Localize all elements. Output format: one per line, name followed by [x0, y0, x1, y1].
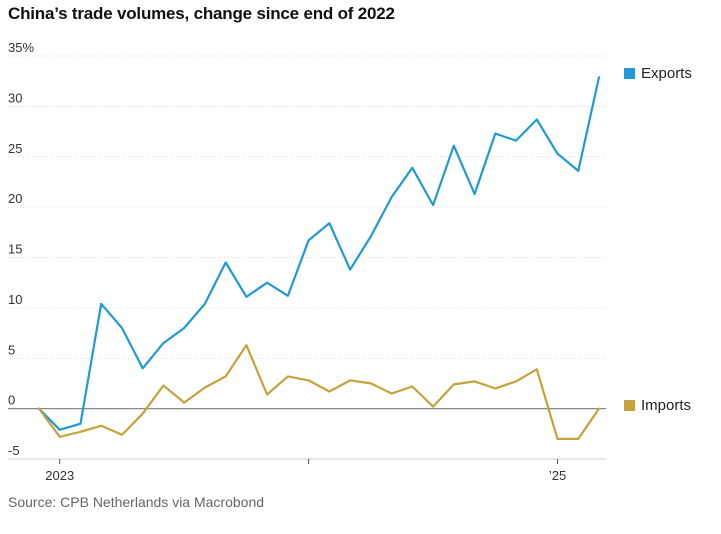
y-tick-label: 30 [8, 90, 22, 105]
legend-label-imports: Imports [641, 397, 691, 414]
y-tick-label: 5 [8, 342, 15, 357]
legend-label-exports: Exports [641, 65, 692, 82]
chart-title: China’s trade volumes, change since end … [8, 4, 395, 23]
x-tick-label: ’25 [549, 468, 566, 483]
y-tick-label: 10 [8, 292, 22, 307]
y-tick-label: 25 [8, 141, 22, 156]
source-note: Source: CPB Netherlands via Macrobond [8, 494, 265, 510]
y-tick-label: 0 [8, 393, 15, 408]
series-line-imports [37, 344, 601, 440]
legend-swatch-imports [624, 400, 635, 411]
y-tick-label: -5 [8, 443, 20, 458]
series-line-exports [37, 76, 601, 431]
legend-swatch-exports [624, 68, 635, 79]
y-tick-label: 20 [8, 191, 22, 206]
y-tick-label: 15 [8, 242, 22, 257]
y-tick-label: 35% [8, 40, 34, 55]
x-tick-label: 2023 [45, 468, 74, 483]
